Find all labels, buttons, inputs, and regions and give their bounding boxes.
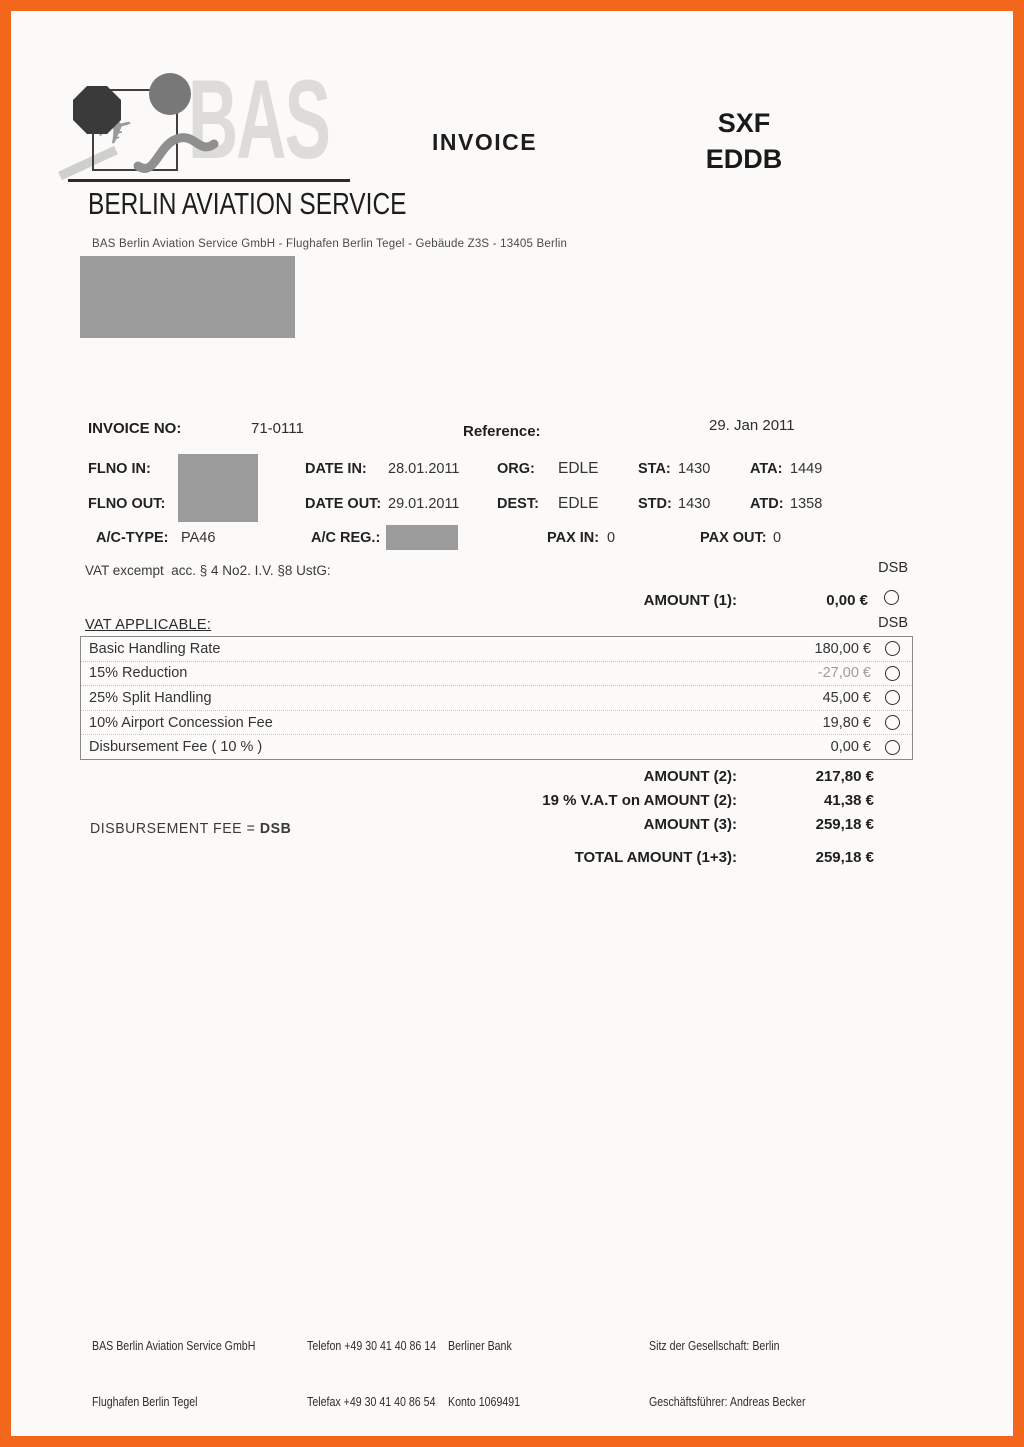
amount3-value: 259,18 € <box>815 816 874 833</box>
footer-contact-column: Telefon +49 30 41 40 86 14 Telefax +49 3… <box>307 1299 436 1447</box>
route-code-sxf: SXF <box>717 108 771 138</box>
flno-in-label: FLNO IN: <box>88 461 151 477</box>
sta-label: STA: <box>638 461 671 477</box>
amount3-label: AMOUNT (3): <box>643 816 737 833</box>
item-label: Disbursement Fee ( 10 % ) <box>89 739 263 756</box>
ata-value: 1449 <box>790 461 823 477</box>
recipient-redaction-box <box>80 256 295 338</box>
amount2-value: 217,80 € <box>815 768 874 785</box>
logo-circle <box>149 73 191 115</box>
dsb-circle <box>885 641 900 657</box>
ata-label: ATA: <box>750 461 783 477</box>
vat-applicable-table: Basic Handling Rate 180,00 € 15% Reducti… <box>80 636 913 760</box>
dsb-header-2: DSB <box>878 615 908 631</box>
footer-bank-column: Berliner Bank Konto 1069491 BLZ 10070848… <box>448 1299 623 1447</box>
amount1-dsb-circle <box>884 590 899 605</box>
sta-value: 1430 <box>678 461 711 477</box>
atd-label: ATD: <box>750 496 784 512</box>
item-value: 19,80 € <box>822 714 871 731</box>
ac-reg-label: A/C REG.: <box>311 530 381 546</box>
item-label: 10% Airport Concession Fee <box>89 714 273 731</box>
logo-divider-line <box>68 179 350 182</box>
item-value: 45,00 € <box>822 689 871 706</box>
invoice-date: 29. Jan 2011 <box>709 417 795 434</box>
org-value: EDLE <box>558 460 599 477</box>
footer-line: Flughafen Berlin Tegel <box>92 1394 198 1409</box>
date-out-label: DATE OUT: <box>305 496 382 512</box>
total-amount-value: 259,18 € <box>815 849 874 866</box>
disbursement-note-prefix: DISBURSEMENT FEE = <box>90 820 260 837</box>
date-in-label: DATE IN: <box>305 461 367 477</box>
std-value: 1430 <box>678 496 711 512</box>
disbursement-note: DISBURSEMENT FEE = DSB <box>90 820 291 837</box>
disbursement-note-value: DSB <box>259 820 292 837</box>
pax-out-value: 0 <box>773 530 782 546</box>
dest-label: DEST: <box>497 496 539 512</box>
amount1-value: 0,00 € <box>826 592 868 609</box>
bas-logo-emblem: ✈ <box>58 73 219 181</box>
footer-line: Sitz der Gesellschaft: Berlin <box>649 1338 780 1353</box>
dsb-circle <box>885 739 900 755</box>
reference-label: Reference: <box>463 423 541 440</box>
dsb-circle <box>885 665 900 681</box>
table-row: Basic Handling Rate 180,00 € <box>81 637 912 662</box>
vat-on-amount2-value: 41,38 € <box>823 792 874 809</box>
pax-out-label: PAX OUT: <box>700 530 767 546</box>
flno-out-label: FLNO OUT: <box>88 496 166 512</box>
amount1-label: AMOUNT (1): <box>643 592 737 609</box>
bas-watermark-text: BAS <box>188 57 331 182</box>
logo-octagon <box>73 86 121 134</box>
dest-value: EDLE <box>558 495 599 512</box>
dsb-circle <box>885 690 900 706</box>
org-label: ORG: <box>497 461 535 477</box>
item-value: 0,00 € <box>830 739 871 756</box>
invoice-title: INVOICE <box>432 129 538 155</box>
ac-type-label: A/C-TYPE: <box>96 530 169 546</box>
footer-line: BAS Berlin Aviation Service GmbH <box>92 1338 256 1353</box>
vat-on-amount2-label: 19 % V.A.T on AMOUNT (2): <box>542 792 737 809</box>
footer-line: Geschäftsführer: Andreas Becker <box>649 1394 806 1409</box>
sender-line: BAS Berlin Aviation Service GmbH - Flugh… <box>92 238 568 250</box>
item-value: -27,00 € <box>817 665 871 682</box>
table-row: 10% Airport Concession Fee 19,80 € <box>81 711 912 736</box>
flno-redaction-box <box>178 454 258 522</box>
item-label: 15% Reduction <box>89 665 188 682</box>
footer-line: Konto 1069491 <box>448 1394 521 1409</box>
item-value: 180,00 € <box>814 640 871 657</box>
logo-stripe <box>58 145 118 181</box>
pax-in-value: 0 <box>607 530 616 546</box>
atd-value: 1358 <box>790 496 823 512</box>
ac-reg-redaction-box <box>386 525 458 550</box>
footer-legal-column: Sitz der Gesellschaft: Berlin Geschäftsf… <box>649 1299 806 1447</box>
vat-applicable-heading: VAT APPLICABLE: <box>85 617 212 633</box>
footer-line: Telefax +49 30 41 40 86 54 <box>307 1394 436 1409</box>
footer-line: Berliner Bank <box>448 1338 512 1353</box>
ac-type-value: PA46 <box>181 530 216 546</box>
table-row: 25% Split Handling 45,00 € <box>81 686 912 711</box>
logo-swoosh <box>133 133 219 173</box>
invoice-no-label: INVOICE NO: <box>88 420 182 437</box>
vat-exempt-note: VAT excempt acc. § 4 No2. I.V. §8 UstG: <box>85 563 331 578</box>
route-code-eddb: EDDB <box>705 144 783 174</box>
footer-line: Telefon +49 30 41 40 86 14 <box>307 1338 437 1353</box>
total-amount-label: TOTAL AMOUNT (1+3): <box>574 849 737 866</box>
date-in-value: 28.01.2011 <box>388 461 460 477</box>
amount2-label: AMOUNT (2): <box>643 768 737 785</box>
invoice-no-value: 71-0111 <box>251 420 304 437</box>
pax-in-label: PAX IN: <box>547 530 600 546</box>
std-label: STD: <box>638 496 672 512</box>
table-row: Disbursement Fee ( 10 % ) 0,00 € <box>81 735 912 759</box>
dsb-circle <box>885 715 900 731</box>
date-out-value: 29.01.2011 <box>388 496 460 512</box>
footer-company-column: BAS Berlin Aviation Service GmbH Flughaf… <box>92 1299 255 1447</box>
route-codes: SXF EDDB <box>688 105 800 177</box>
item-label: Basic Handling Rate <box>89 640 221 657</box>
item-label: 25% Split Handling <box>89 689 212 706</box>
table-row: 15% Reduction -27,00 € <box>81 662 912 687</box>
company-name: BERLIN AVIATION SERVICE <box>88 186 407 221</box>
dsb-header-1: DSB <box>878 560 908 576</box>
